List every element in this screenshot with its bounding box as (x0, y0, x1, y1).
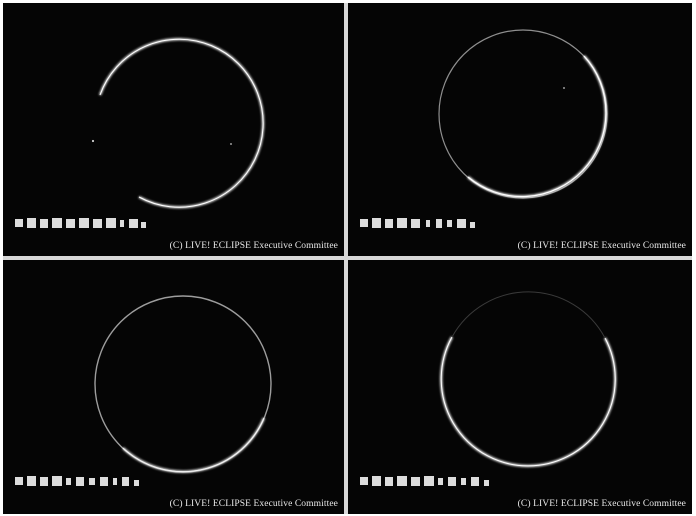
eclipse-ring-icon (94, 295, 272, 473)
eclipse-panel-4: (C) LIVE! ECLIPSE Executive Committee (348, 260, 692, 514)
station-stamp-icon (358, 216, 528, 230)
horizontal-divider (3, 256, 692, 260)
eclipse-ring-icon (440, 291, 617, 468)
copyright-credit: (C) LIVE! ECLIPSE Executive Committee (517, 241, 686, 251)
copyright-credit: (C) LIVE! ECLIPSE Executive Committee (169, 241, 338, 251)
eclipse-panel-1: (C) LIVE! ECLIPSE Executive Committee (3, 3, 344, 256)
copyright-credit: (C) LIVE! ECLIPSE Executive Committee (169, 499, 338, 509)
eclipse-panel-2: (C) LIVE! ECLIPSE Executive Committee (348, 3, 692, 256)
station-stamp-icon (13, 474, 183, 488)
eclipse-ring-icon (91, 38, 265, 209)
eclipse-ring-icon (438, 29, 608, 199)
copyright-credit: (C) LIVE! ECLIPSE Executive Committee (517, 499, 686, 509)
eclipse-panel-3: (C) LIVE! ECLIPSE Executive Committee (3, 260, 344, 514)
station-stamp-icon (358, 474, 528, 488)
station-stamp-icon (13, 216, 183, 230)
